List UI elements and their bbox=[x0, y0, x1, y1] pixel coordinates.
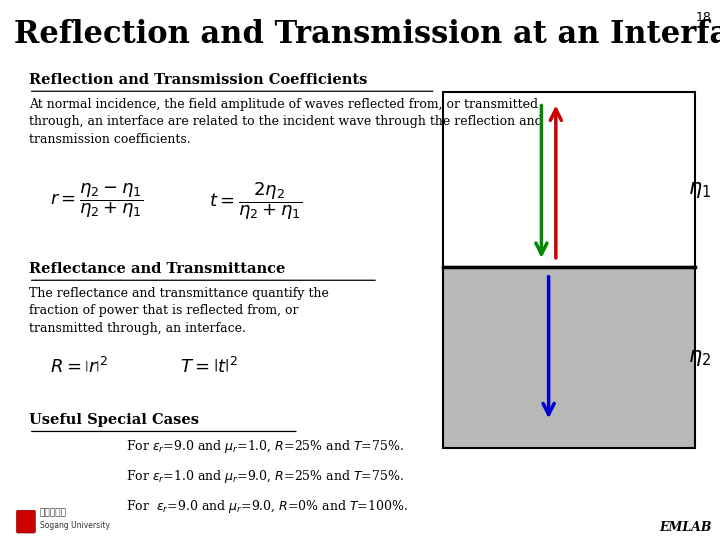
Text: $r = \dfrac{\eta_2 - \eta_1}{\eta_2 + \eta_1}$: $r = \dfrac{\eta_2 - \eta_1}{\eta_2 + \e… bbox=[50, 181, 144, 220]
Text: $\eta_1$: $\eta_1$ bbox=[688, 180, 711, 200]
Text: Useful Special Cases: Useful Special Cases bbox=[29, 413, 199, 427]
Bar bbox=[443, 267, 695, 448]
Text: Reflection and Transmission Coefficients: Reflection and Transmission Coefficients bbox=[29, 73, 367, 87]
Text: $T = \left|t\right|^2$: $T = \left|t\right|^2$ bbox=[180, 357, 238, 377]
Text: For $\varepsilon_r$=1.0 and $\mu_r$=9.0, $R$=25% and $T$=75%.: For $\varepsilon_r$=1.0 and $\mu_r$=9.0,… bbox=[126, 468, 404, 485]
Text: EMLAB: EMLAB bbox=[659, 521, 711, 534]
Text: For  $\varepsilon_r$=9.0 and $\mu_r$=9.0, $R$=0% and $T$=100%.: For $\varepsilon_r$=9.0 and $\mu_r$=9.0,… bbox=[126, 498, 408, 515]
Text: Sogang University: Sogang University bbox=[40, 521, 109, 530]
Text: At normal incidence, the field amplitude of waves reflected from, or transmitted: At normal incidence, the field amplitude… bbox=[29, 98, 543, 146]
FancyBboxPatch shape bbox=[17, 510, 35, 533]
Text: $\eta_2$: $\eta_2$ bbox=[688, 348, 711, 368]
Text: $t = \dfrac{2\eta_2}{\eta_2 + \eta_1}$: $t = \dfrac{2\eta_2}{\eta_2 + \eta_1}$ bbox=[209, 180, 302, 222]
Text: Reflectance and Transmittance: Reflectance and Transmittance bbox=[29, 262, 285, 276]
Text: 서강대학교: 서강대학교 bbox=[40, 508, 66, 517]
Bar bbox=[443, 92, 695, 267]
Text: The reflectance and transmittance quantify the
fraction of power that is reflect: The reflectance and transmittance quanti… bbox=[29, 287, 328, 335]
Text: 18: 18 bbox=[696, 11, 711, 24]
Text: $R = \left|r\right|^2$: $R = \left|r\right|^2$ bbox=[50, 357, 109, 377]
Text: For $\varepsilon_r$=9.0 and $\mu_r$=1.0, $R$=25% and $T$=75%.: For $\varepsilon_r$=9.0 and $\mu_r$=1.0,… bbox=[126, 438, 404, 455]
Text: Reflection and Transmission at an Interface: Reflection and Transmission at an Interf… bbox=[14, 19, 720, 50]
